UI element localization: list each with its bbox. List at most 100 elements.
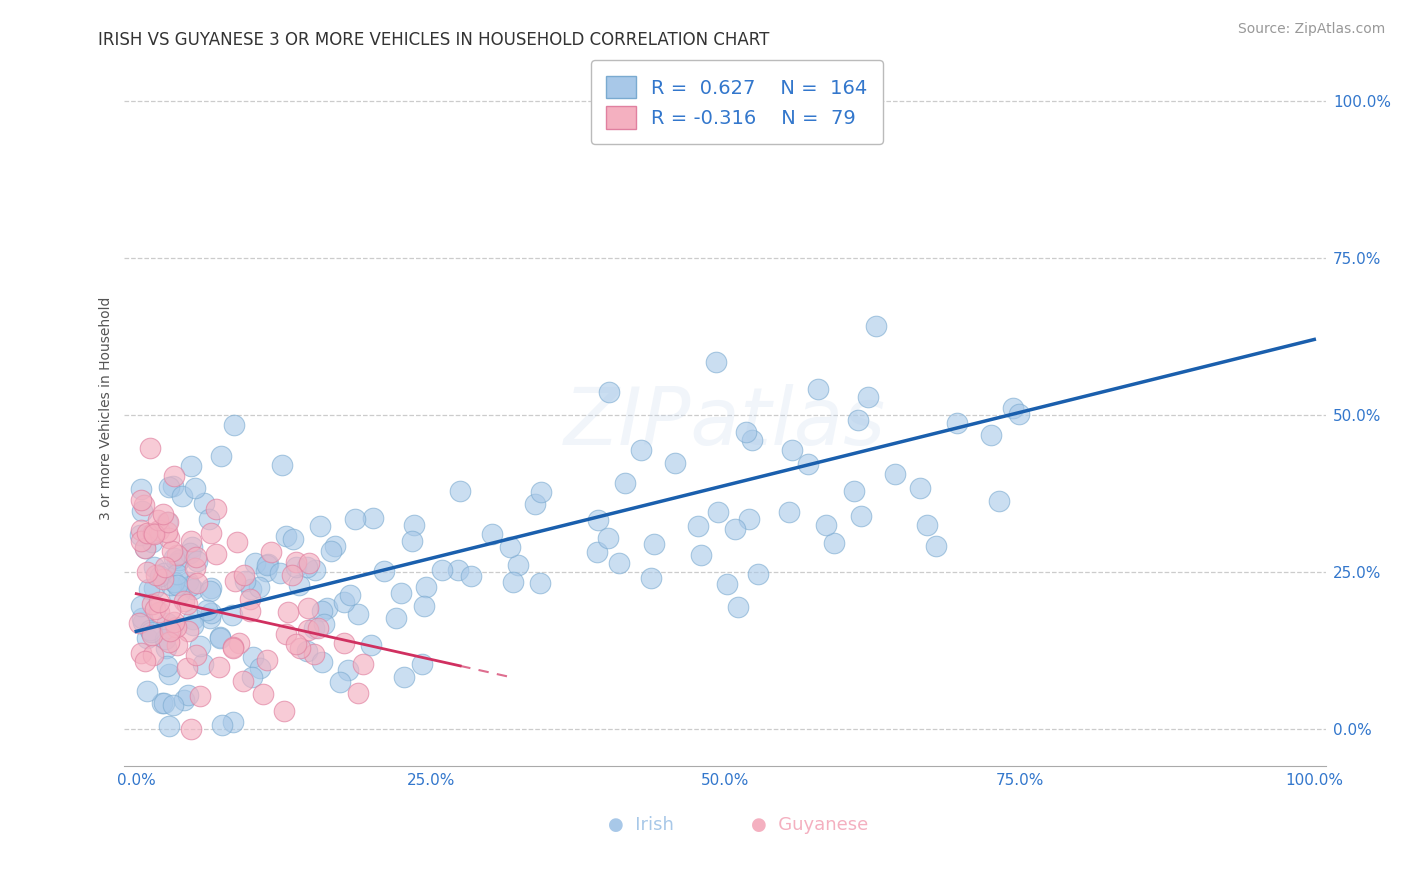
Point bbox=[846, 413, 869, 427]
Point bbox=[157, 634, 180, 648]
Point bbox=[814, 518, 837, 533]
Point bbox=[186, 576, 208, 591]
Point bbox=[200, 526, 222, 541]
Point bbox=[308, 519, 330, 533]
Point bbox=[481, 527, 503, 541]
Point bbox=[686, 519, 709, 533]
Text: Source: ZipAtlas.com: Source: ZipAtlas.com bbox=[1237, 22, 1385, 37]
Point bbox=[385, 611, 408, 625]
Point bbox=[823, 536, 845, 550]
Point bbox=[180, 533, 202, 548]
Point bbox=[163, 615, 186, 630]
Point bbox=[159, 624, 181, 638]
Point bbox=[179, 578, 201, 592]
Point bbox=[706, 505, 728, 519]
Point bbox=[529, 576, 551, 591]
Point bbox=[208, 631, 231, 645]
Point bbox=[298, 556, 321, 570]
Point bbox=[373, 564, 395, 578]
Y-axis label: 3 or more Vehicles in Household: 3 or more Vehicles in Household bbox=[100, 297, 114, 520]
Point bbox=[150, 696, 173, 710]
Point bbox=[142, 526, 165, 541]
Point bbox=[782, 442, 804, 457]
Point bbox=[198, 583, 221, 598]
Point bbox=[162, 698, 184, 713]
Text: IRISH VS GUYANESE 3 OR MORE VEHICLES IN HOUSEHOLD CORRELATION CHART: IRISH VS GUYANESE 3 OR MORE VEHICLES IN … bbox=[98, 31, 770, 49]
Point bbox=[134, 498, 156, 512]
Point bbox=[1008, 407, 1031, 421]
Point bbox=[136, 684, 159, 698]
Point bbox=[131, 646, 153, 660]
Point bbox=[205, 502, 228, 516]
Point bbox=[152, 573, 174, 587]
Point bbox=[333, 595, 356, 609]
Point bbox=[586, 513, 609, 527]
Point bbox=[257, 558, 280, 572]
Point bbox=[402, 517, 425, 532]
Point bbox=[450, 484, 472, 499]
Point bbox=[152, 508, 174, 522]
Point bbox=[228, 635, 250, 649]
Point bbox=[153, 566, 176, 581]
Point bbox=[332, 636, 354, 650]
Point bbox=[274, 528, 297, 542]
Point bbox=[295, 644, 318, 658]
Point bbox=[288, 578, 311, 592]
Point bbox=[148, 523, 170, 537]
Point bbox=[741, 434, 763, 448]
Point bbox=[148, 595, 170, 609]
Point bbox=[240, 582, 263, 596]
Point bbox=[162, 551, 184, 566]
Point bbox=[166, 578, 188, 592]
Point bbox=[243, 556, 266, 570]
Point bbox=[915, 518, 938, 533]
Point bbox=[200, 582, 222, 596]
Point bbox=[315, 601, 337, 615]
Text: ZIPatlas: ZIPatlas bbox=[564, 384, 886, 462]
Point bbox=[142, 526, 165, 541]
Point bbox=[156, 515, 179, 529]
Point bbox=[285, 555, 308, 569]
Point bbox=[260, 545, 283, 559]
Point bbox=[143, 601, 166, 615]
Point bbox=[460, 569, 482, 583]
Point bbox=[339, 588, 361, 602]
Point bbox=[211, 449, 233, 463]
Point bbox=[807, 383, 830, 397]
Point bbox=[980, 428, 1002, 442]
Point bbox=[716, 577, 738, 591]
Point bbox=[160, 578, 183, 592]
Point bbox=[139, 625, 162, 640]
Point bbox=[910, 482, 932, 496]
Point bbox=[153, 697, 176, 711]
Point bbox=[415, 581, 437, 595]
Point bbox=[209, 632, 232, 646]
Point bbox=[129, 492, 152, 507]
Point bbox=[160, 544, 183, 558]
Point bbox=[141, 597, 163, 611]
Point bbox=[285, 560, 308, 574]
Point bbox=[195, 602, 218, 616]
Point bbox=[159, 603, 181, 617]
Point bbox=[295, 559, 318, 574]
Point bbox=[849, 509, 872, 524]
Point bbox=[337, 663, 360, 677]
Point bbox=[165, 620, 187, 634]
Point bbox=[506, 558, 529, 572]
Point bbox=[865, 318, 887, 333]
Point bbox=[131, 504, 153, 518]
Point bbox=[180, 459, 202, 474]
Point bbox=[727, 599, 749, 614]
Point bbox=[269, 566, 291, 580]
Point bbox=[232, 674, 254, 689]
Point bbox=[412, 599, 434, 613]
Point bbox=[411, 657, 433, 672]
Point bbox=[446, 563, 468, 577]
Point bbox=[630, 442, 652, 457]
Point bbox=[598, 531, 620, 545]
Point bbox=[346, 607, 368, 622]
Point bbox=[307, 621, 329, 635]
Point bbox=[285, 637, 308, 651]
Point bbox=[139, 441, 162, 455]
Point bbox=[180, 722, 202, 736]
